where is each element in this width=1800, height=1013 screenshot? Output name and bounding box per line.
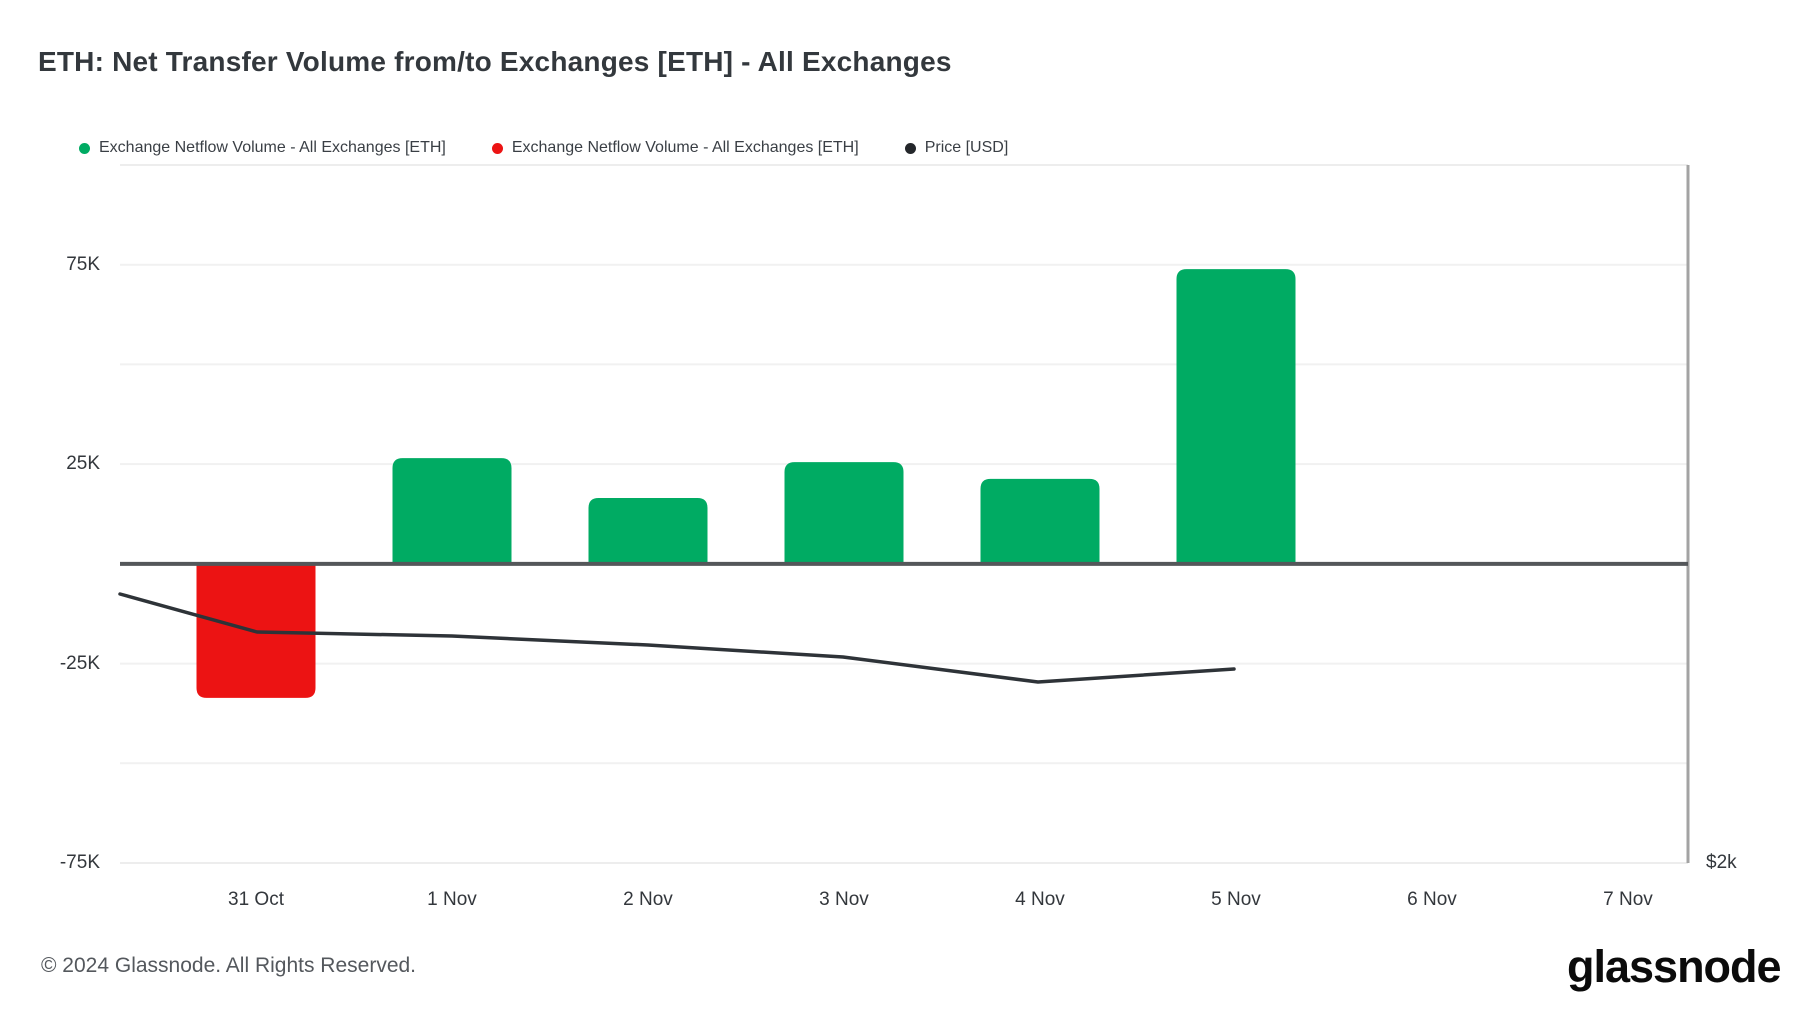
x-axis-tick-label: 7 Nov	[1603, 889, 1653, 910]
legend-item-netflow-outflow[interactable]: Exchange Netflow Volume - All Exchanges …	[491, 139, 859, 157]
legend-item-netflow-inflow[interactable]: Exchange Netflow Volume - All Exchanges …	[79, 139, 446, 157]
black-dot-icon	[904, 142, 916, 154]
netflow-bar[interactable]	[1176, 269, 1296, 564]
red-dot-icon	[491, 142, 503, 154]
glassnode-logo: glassnode	[1567, 941, 1782, 992]
x-axis-tick-label: 6 Nov	[1407, 889, 1457, 910]
netflow-bar[interactable]	[392, 458, 512, 564]
x-axis-tick-label: 2 Nov	[623, 889, 673, 910]
page-title: ETH: Net Transfer Volume from/to Exchang…	[38, 46, 952, 77]
chart-legend: Exchange Netflow Volume - All Exchanges …	[79, 139, 1008, 157]
netflow-bar[interactable]	[588, 498, 708, 564]
y-axis-tick-label: -75K	[59, 852, 100, 873]
x-axis-tick-label: 5 Nov	[1211, 889, 1261, 910]
y-axis-tick-label: 75K	[66, 253, 100, 275]
legend-item-label: Price [USD]	[924, 139, 1009, 156]
gridlines	[120, 164, 1690, 864]
copyright-text: © 2024 Glassnode. All Rights Reserved.	[41, 954, 417, 977]
netflow-bars[interactable]	[196, 269, 1296, 698]
x-axis-tick-label: 1 Nov	[427, 889, 477, 910]
price-polyline[interactable]	[118, 592, 1236, 684]
price-line[interactable]	[118, 592, 1236, 684]
netflow-bar[interactable]	[784, 462, 904, 564]
y-axis-tick-label: 25K	[66, 453, 100, 475]
right-axis-tick-label: $2k	[1706, 852, 1737, 873]
netflow-bar[interactable]	[980, 478, 1100, 564]
x-axis-tick-label: 3 Nov	[819, 889, 869, 910]
legend-item-label: Exchange Netflow Volume - All Exchanges …	[99, 139, 446, 156]
x-axis-tick-label: 31 Oct	[228, 889, 284, 910]
legend-item-label: Exchange Netflow Volume - All Exchanges …	[511, 139, 859, 156]
green-dot-icon	[79, 142, 90, 154]
x-axis-tick-label: 4 Nov	[1015, 889, 1065, 910]
y-axis-tick-label: -25K	[59, 652, 100, 674]
legend-item-price[interactable]: Price [USD]	[904, 139, 1009, 157]
